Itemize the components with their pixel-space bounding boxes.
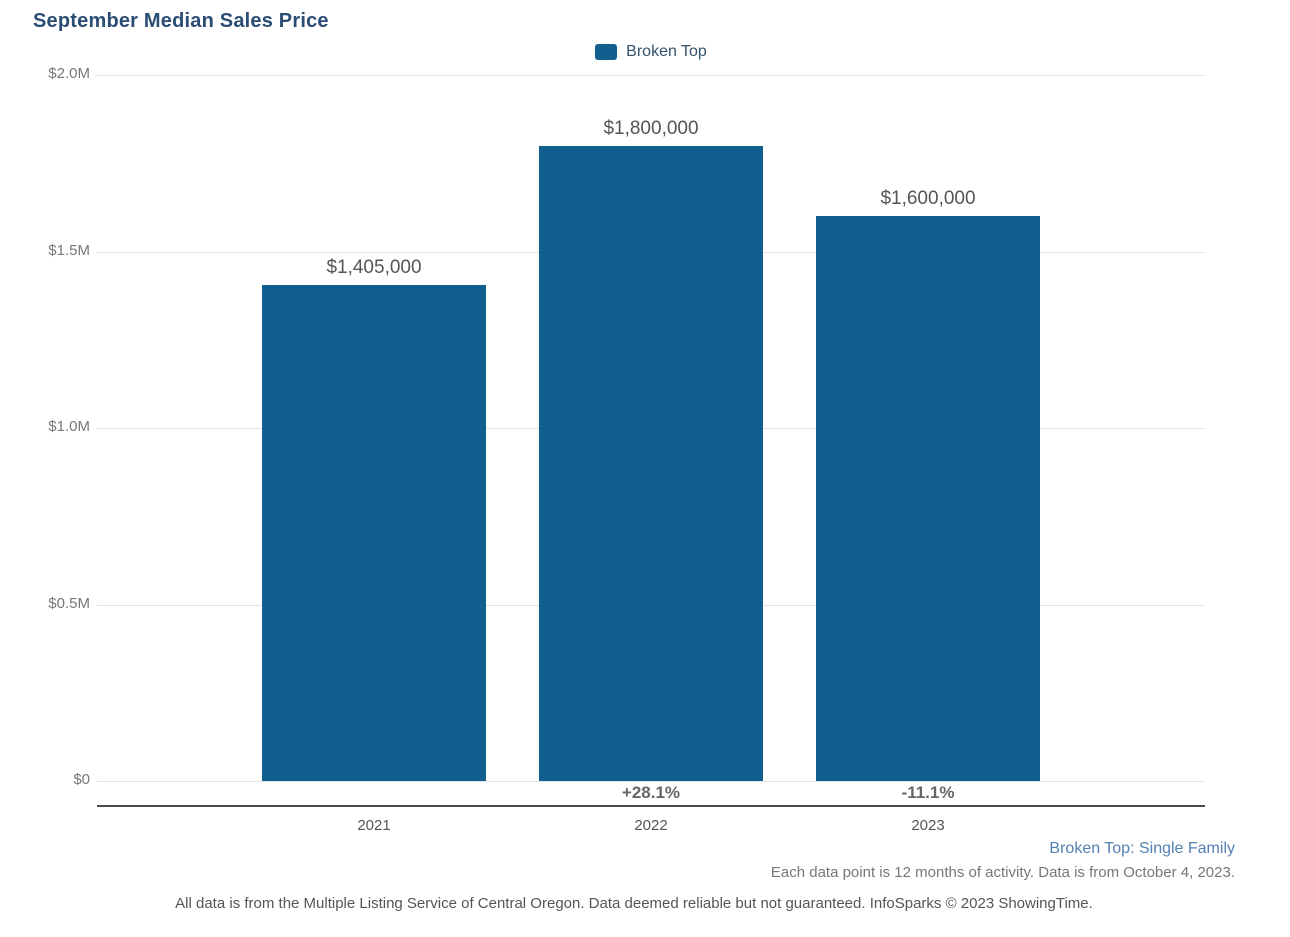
data-point-footnote: Each data point is 12 months of activity… <box>770 864 1235 881</box>
y-tick-label: $1.0M <box>48 418 90 435</box>
x-tick-label: 2021 <box>357 817 391 834</box>
y-tick-label: $0.5M <box>48 595 90 612</box>
y-axis: $2.0M $1.5M $1.0M $0.5M $0 <box>0 0 90 937</box>
y-tick-label: $0 <box>73 771 90 788</box>
bar-2022[interactable] <box>539 146 763 781</box>
plot-area: $1,405,000 $1,800,000 $1,600,000 <box>97 75 1205 782</box>
x-axis-line <box>97 805 1205 807</box>
bar-2023[interactable] <box>816 216 1040 781</box>
x-tick-label: 2023 <box>911 817 945 834</box>
bar-value-label: $1,405,000 <box>326 257 422 278</box>
x-tick-label: 2022 <box>634 817 668 834</box>
gridline <box>97 781 1205 782</box>
bar-2021[interactable] <box>262 285 486 781</box>
disclaimer-footnote: All data is from the Multiple Listing Se… <box>175 895 1093 912</box>
legend-label: Broken Top <box>626 43 707 60</box>
y-tick-label: $2.0M <box>48 65 90 82</box>
pct-change-row: +28.1% -11.1% <box>97 783 1205 803</box>
x-axis-labels: 2021 2022 2023 <box>97 817 1205 837</box>
legend-swatch-icon <box>595 44 618 60</box>
series-definition-footnote: Broken Top: Single Family <box>1049 840 1235 857</box>
y-tick-label: $1.5M <box>48 242 90 259</box>
bar-value-label: $1,800,000 <box>603 118 699 139</box>
gridline <box>97 75 1205 76</box>
pct-change-label: +28.1% <box>621 783 681 802</box>
chart-title: September Median Sales Price <box>33 10 329 32</box>
legend-item[interactable]: Broken Top <box>97 42 1205 62</box>
pct-change-label: -11.1% <box>901 783 955 802</box>
bar-value-label: $1,600,000 <box>880 188 976 209</box>
